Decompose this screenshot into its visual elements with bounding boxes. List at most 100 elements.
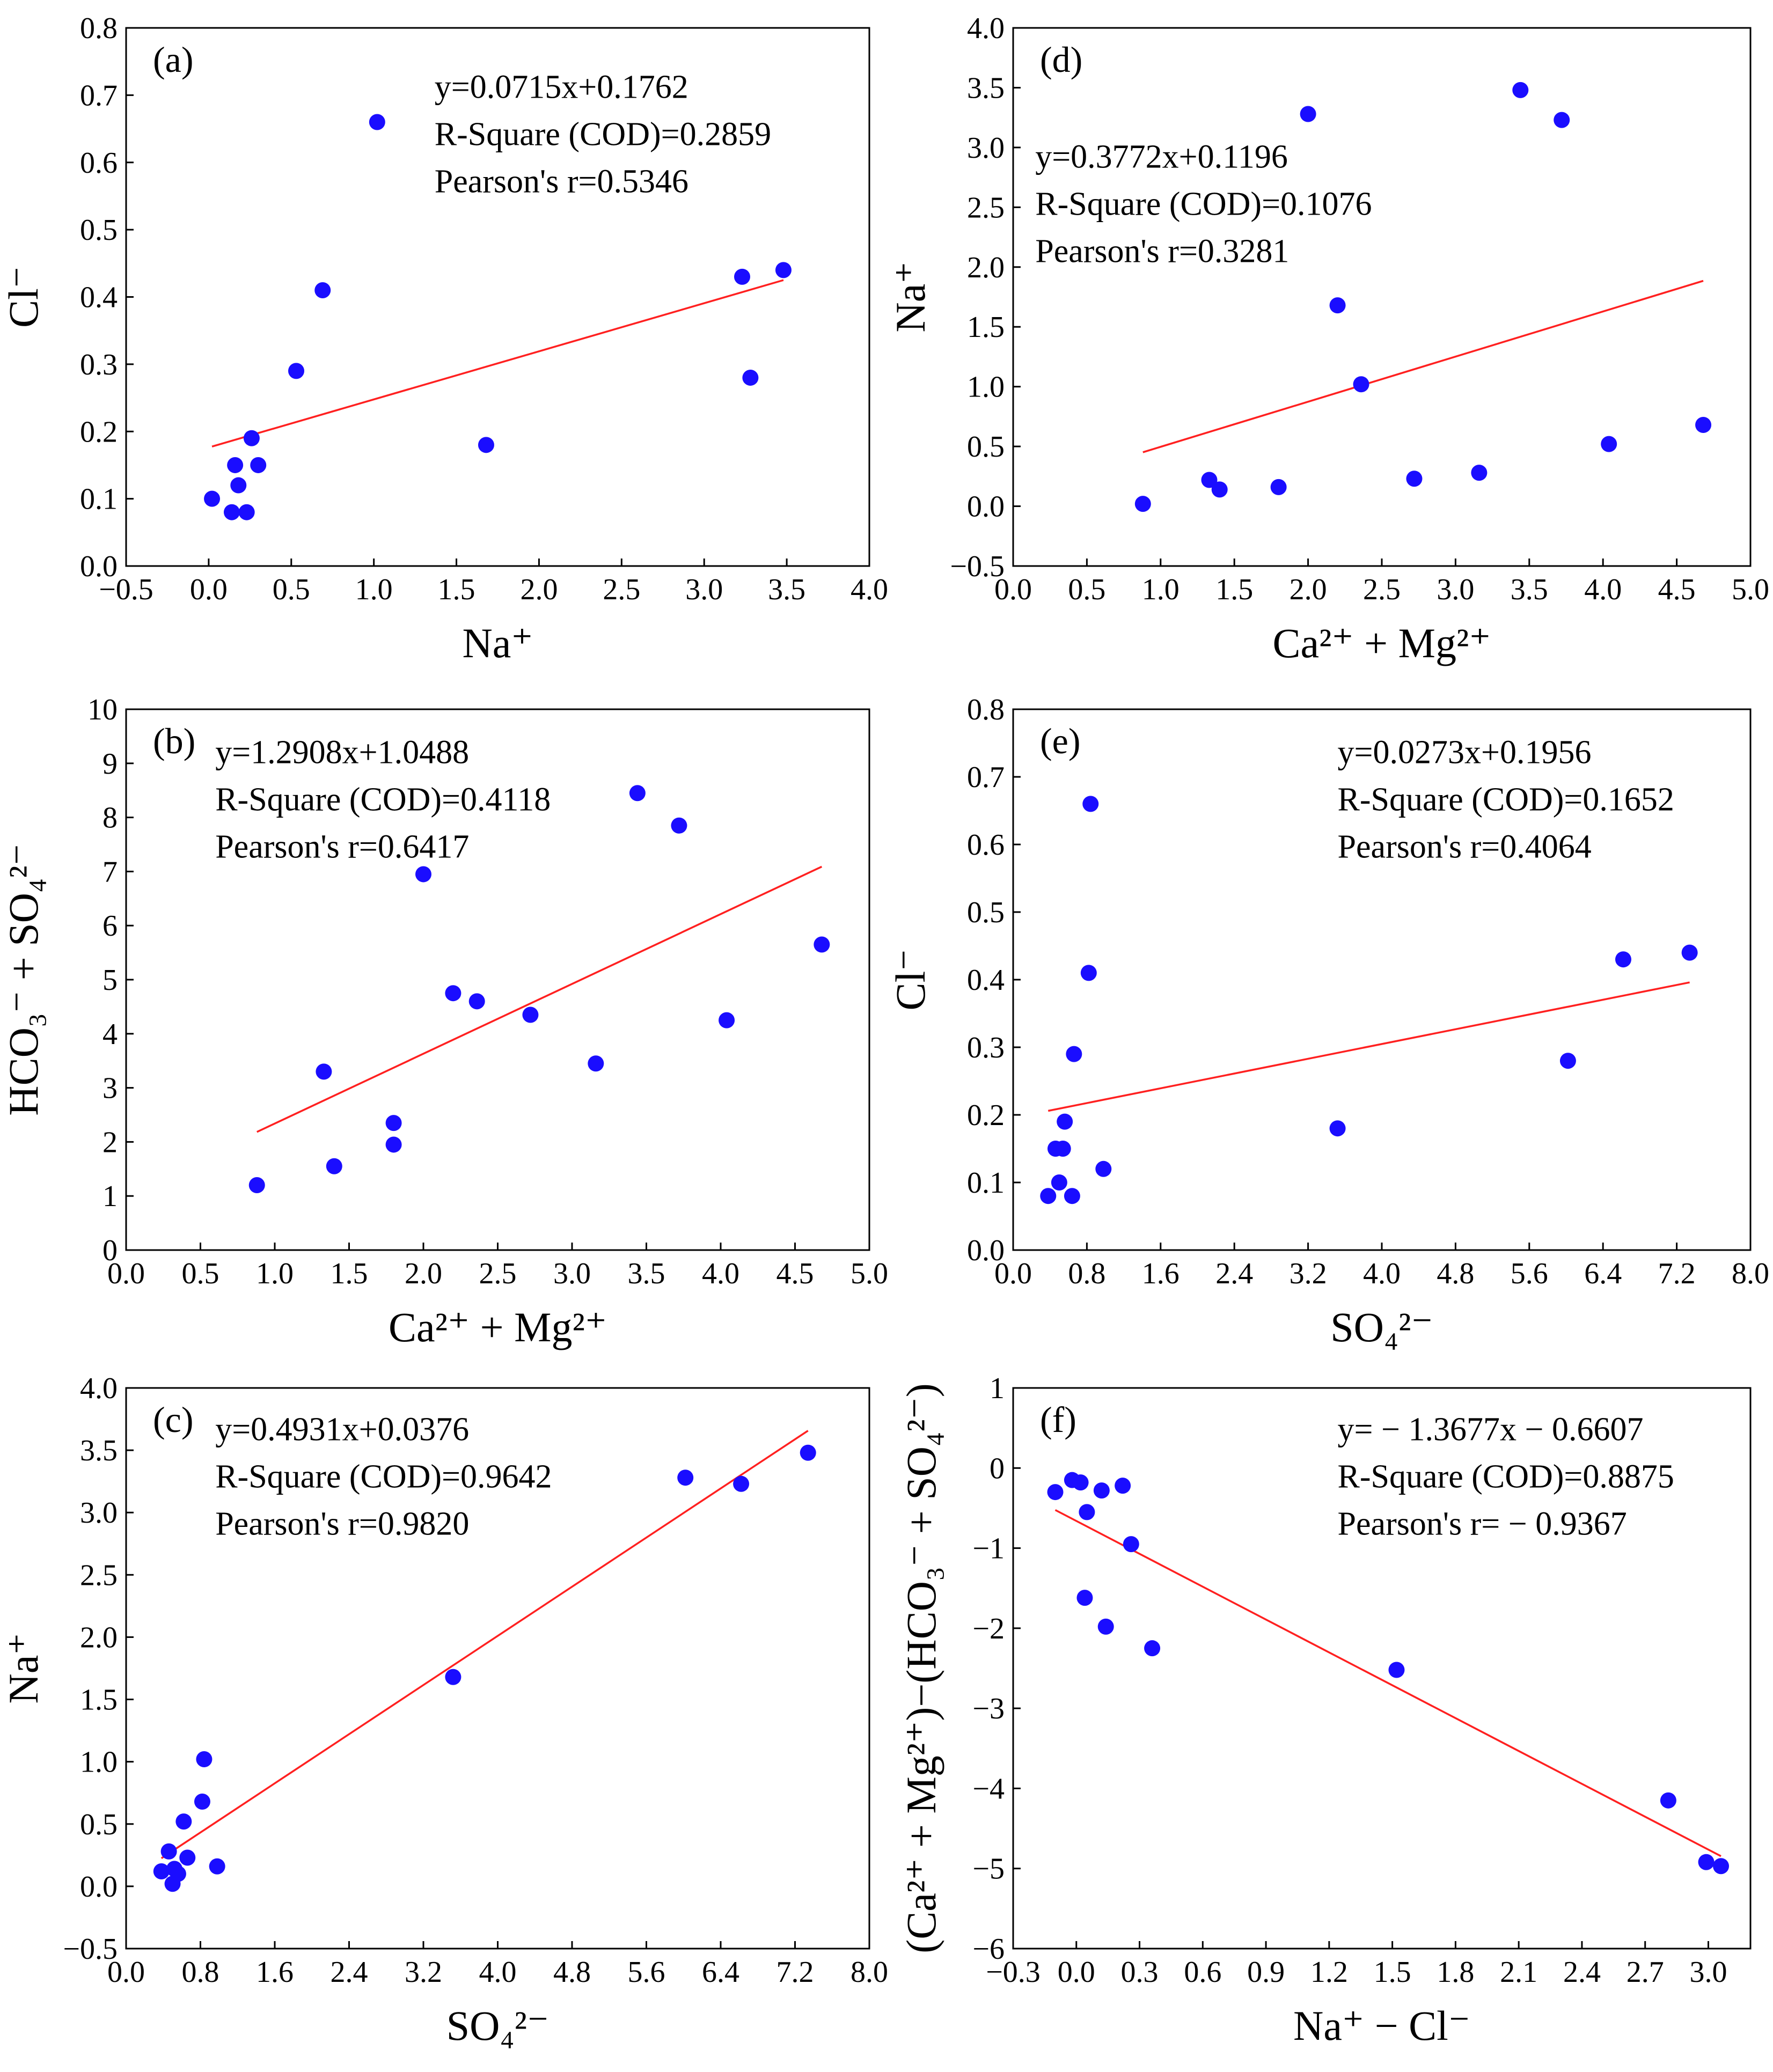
data-point	[223, 504, 240, 520]
regression-line	[257, 865, 823, 1133]
y-tick-label: 0.8	[80, 12, 118, 45]
x-tick-label: 8.0	[851, 1956, 888, 1989]
x-tick-label: 3.5	[768, 573, 805, 606]
y-tick-label: −0.5	[63, 1933, 118, 1966]
x-axis-title: SO₄²⁻	[446, 2002, 549, 2049]
panel-letter: (c)	[153, 1399, 193, 1440]
y-tick-label: 1	[990, 1372, 1005, 1405]
y-tick-label: 0.5	[80, 214, 118, 247]
x-tick-label: 0.6	[1184, 1956, 1221, 1989]
chart-panel-2: 0.0 0.5 1.0 1.5 2.0 2.5 3.0 3.5 4.0 4.5 5.0 0 1 2 3 4 5 6…	[0, 693, 888, 1350]
data-point	[326, 1158, 342, 1174]
data-point	[1097, 1618, 1114, 1635]
fit-annotation: R-Square (COD)=0.4118	[215, 781, 551, 818]
x-tick-label: 1.5	[331, 1257, 368, 1290]
data-point	[1115, 1478, 1131, 1494]
y-tick-label: 0.7	[80, 79, 118, 112]
x-tick-label: 2.4	[331, 1956, 368, 1989]
y-tick-label: 2.0	[967, 251, 1005, 284]
data-point	[1695, 416, 1712, 433]
x-tick-label: 0.0	[1058, 1956, 1095, 1989]
data-point	[1066, 1046, 1082, 1062]
x-tick-label: 1.2	[1310, 1956, 1348, 1989]
y-tick-label: 1.5	[967, 311, 1005, 344]
x-tick-label: 2.0	[520, 573, 558, 606]
x-axis-title: Ca²⁺ + Mg²⁺	[1272, 620, 1491, 666]
data-point	[775, 262, 792, 278]
x-tick-label: 0.0	[107, 1956, 145, 1989]
y-tick-label: 0.1	[80, 483, 118, 516]
x-tick-label: 4.0	[1363, 1257, 1401, 1290]
x-tick-label: 0.5	[1068, 573, 1105, 606]
x-tick-label: 4.5	[1658, 573, 1696, 606]
data-point	[478, 437, 494, 453]
data-point	[415, 866, 431, 883]
y-tick-label: 8	[102, 802, 118, 835]
x-tick-label: 0.0	[994, 573, 1032, 606]
x-tick-label: 8.0	[1732, 1257, 1769, 1290]
y-tick-label: 5	[102, 964, 118, 997]
y-tick-label: 2.5	[80, 1559, 118, 1592]
y-tick-label: 0.0	[967, 1234, 1005, 1267]
data-point	[316, 1063, 332, 1080]
y-tick-label: 0.5	[80, 1808, 118, 1841]
x-tick-label: 2.5	[479, 1257, 517, 1290]
data-point	[1681, 944, 1698, 961]
y-tick-label: 3	[102, 1072, 118, 1105]
x-tick-label: 2.0	[1290, 573, 1327, 606]
fit-annotation: Pearson's r=0.6417	[215, 828, 469, 865]
data-point	[1054, 1141, 1071, 1157]
data-point	[1615, 951, 1631, 968]
data-point	[1082, 796, 1099, 812]
fit-annotation: R-Square (COD)=0.1076	[1035, 186, 1372, 223]
x-tick-label: 2.4	[1215, 1257, 1253, 1290]
fit-annotation: R-Square (COD)=0.2859	[435, 116, 771, 152]
data-point	[1079, 1504, 1095, 1520]
y-tick-label: −4	[972, 1772, 1005, 1805]
x-tick-label: 1.6	[1142, 1257, 1179, 1290]
x-tick-label: 5.0	[1732, 573, 1769, 606]
data-point	[1051, 1174, 1067, 1191]
data-point	[1660, 1792, 1676, 1809]
x-tick-label: 2.7	[1627, 1956, 1664, 1989]
x-axis-title: Na⁺ − Cl⁻	[1293, 2002, 1470, 2049]
data-point	[800, 1444, 816, 1461]
y-tick-label: 0.0	[80, 550, 118, 583]
y-tick-label: 3.5	[967, 71, 1005, 105]
y-tick-label: −1	[972, 1532, 1005, 1566]
data-point	[742, 369, 759, 386]
data-point	[445, 1669, 461, 1685]
panel-letter: (f)	[1040, 1399, 1076, 1440]
data-point	[209, 1858, 225, 1875]
x-tick-label: 3.5	[628, 1257, 665, 1290]
x-tick-label: 5.6	[1511, 1257, 1548, 1290]
regression-line	[1054, 1509, 1721, 1857]
fit-annotation: y=0.0273x+0.1956	[1338, 734, 1592, 770]
fit-annotation: R-Square (COD)=0.1652	[1338, 781, 1674, 818]
data-point	[153, 1863, 170, 1880]
x-tick-label: 4.0	[851, 573, 888, 606]
data-point	[1388, 1662, 1405, 1678]
fit-annotation: Pearson's r= − 0.9367	[1338, 1505, 1627, 1542]
y-tick-label: 4.0	[80, 1372, 118, 1405]
x-tick-label: 7.2	[776, 1956, 814, 1989]
data-point	[1123, 1536, 1139, 1553]
y-tick-label: 2.0	[80, 1621, 118, 1654]
data-point	[1300, 106, 1316, 122]
regression-line	[160, 1430, 809, 1860]
x-tick-label: 2.4	[1563, 1956, 1601, 1989]
y-tick-label: 0.2	[80, 415, 118, 449]
y-tick-label: 7	[102, 855, 118, 888]
y-tick-label: −6	[972, 1933, 1005, 1966]
data-point	[1201, 472, 1218, 488]
x-axis-title: Na⁺	[462, 620, 533, 666]
data-point	[385, 1136, 402, 1153]
x-tick-label: 2.5	[603, 573, 640, 606]
data-point	[719, 1012, 735, 1028]
y-tick-label: −2	[972, 1612, 1005, 1645]
x-tick-label: 0.3	[1121, 1956, 1159, 1989]
y-tick-label: 0.4	[967, 964, 1005, 997]
y-tick-label: 4.0	[967, 12, 1005, 45]
fit-annotation: Pearson's r=0.3281	[1035, 233, 1289, 270]
data-point	[1559, 1053, 1576, 1069]
